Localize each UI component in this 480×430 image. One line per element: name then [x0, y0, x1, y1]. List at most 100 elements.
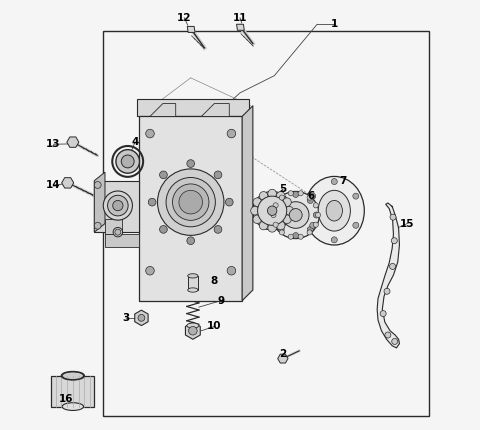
- Polygon shape: [105, 234, 139, 247]
- Text: 9: 9: [217, 296, 224, 306]
- Circle shape: [391, 238, 397, 244]
- Polygon shape: [94, 181, 139, 232]
- Polygon shape: [94, 172, 105, 232]
- Circle shape: [307, 230, 312, 235]
- Text: 1: 1: [331, 19, 338, 29]
- Ellipse shape: [121, 155, 134, 168]
- Circle shape: [271, 212, 276, 218]
- Circle shape: [226, 198, 233, 206]
- Circle shape: [380, 310, 386, 316]
- Polygon shape: [67, 137, 79, 147]
- Circle shape: [307, 197, 313, 203]
- Ellipse shape: [113, 227, 122, 237]
- Ellipse shape: [115, 229, 121, 235]
- Circle shape: [283, 198, 291, 206]
- Circle shape: [259, 192, 268, 200]
- Ellipse shape: [188, 274, 198, 278]
- Ellipse shape: [108, 195, 128, 216]
- Circle shape: [253, 215, 262, 224]
- Circle shape: [268, 224, 276, 232]
- Ellipse shape: [267, 206, 277, 215]
- Polygon shape: [137, 99, 249, 117]
- Ellipse shape: [187, 323, 199, 328]
- Ellipse shape: [272, 191, 319, 239]
- Text: 11: 11: [233, 13, 247, 23]
- Ellipse shape: [253, 191, 291, 230]
- Circle shape: [146, 129, 154, 138]
- Ellipse shape: [157, 169, 224, 235]
- Ellipse shape: [289, 209, 302, 221]
- Circle shape: [313, 222, 318, 227]
- Circle shape: [94, 181, 101, 188]
- Polygon shape: [242, 106, 253, 301]
- Text: 8: 8: [211, 276, 218, 286]
- Circle shape: [298, 234, 303, 240]
- Circle shape: [285, 206, 294, 215]
- Polygon shape: [187, 26, 195, 32]
- Ellipse shape: [172, 184, 209, 220]
- Circle shape: [251, 206, 259, 215]
- Circle shape: [189, 326, 197, 335]
- Polygon shape: [105, 219, 122, 234]
- Circle shape: [187, 237, 194, 245]
- Circle shape: [268, 189, 276, 198]
- Bar: [103, 31, 429, 416]
- Ellipse shape: [326, 200, 342, 221]
- Circle shape: [159, 226, 168, 233]
- Circle shape: [272, 212, 278, 218]
- Circle shape: [390, 264, 396, 270]
- Circle shape: [278, 197, 284, 203]
- Ellipse shape: [282, 202, 309, 228]
- Polygon shape: [185, 322, 200, 339]
- Text: 13: 13: [46, 139, 61, 149]
- Ellipse shape: [166, 178, 216, 227]
- Circle shape: [384, 288, 390, 294]
- Circle shape: [315, 212, 321, 218]
- Circle shape: [331, 178, 337, 184]
- Circle shape: [227, 129, 236, 138]
- Ellipse shape: [188, 288, 198, 292]
- Circle shape: [293, 191, 299, 197]
- Polygon shape: [188, 276, 198, 290]
- Text: 4: 4: [132, 137, 139, 147]
- Circle shape: [276, 192, 285, 200]
- Ellipse shape: [62, 403, 84, 411]
- Circle shape: [313, 212, 319, 218]
- Circle shape: [385, 332, 391, 338]
- Text: 14: 14: [46, 180, 61, 190]
- Circle shape: [310, 222, 316, 228]
- Circle shape: [214, 226, 222, 233]
- Text: 6: 6: [307, 191, 314, 201]
- Circle shape: [288, 234, 293, 240]
- Circle shape: [273, 203, 278, 208]
- Circle shape: [307, 227, 313, 233]
- Text: 16: 16: [59, 394, 73, 404]
- Circle shape: [94, 222, 101, 229]
- Ellipse shape: [103, 191, 132, 220]
- Circle shape: [313, 203, 318, 208]
- Circle shape: [310, 193, 316, 199]
- Text: 12: 12: [177, 13, 192, 23]
- Circle shape: [227, 267, 236, 275]
- Circle shape: [276, 221, 285, 230]
- Ellipse shape: [116, 150, 140, 173]
- Circle shape: [353, 193, 359, 199]
- Polygon shape: [202, 104, 229, 117]
- Circle shape: [283, 215, 291, 224]
- Circle shape: [279, 230, 284, 235]
- Circle shape: [298, 190, 303, 196]
- Circle shape: [146, 267, 154, 275]
- Circle shape: [353, 222, 359, 228]
- Polygon shape: [150, 104, 176, 117]
- Text: 10: 10: [207, 322, 222, 332]
- Circle shape: [159, 171, 168, 179]
- Ellipse shape: [179, 190, 203, 214]
- Text: 7: 7: [339, 176, 347, 186]
- Text: 3: 3: [123, 313, 130, 323]
- Text: 15: 15: [400, 218, 414, 229]
- Circle shape: [148, 198, 156, 206]
- Ellipse shape: [113, 200, 123, 211]
- Circle shape: [278, 227, 284, 233]
- Polygon shape: [51, 376, 94, 407]
- Circle shape: [279, 195, 284, 200]
